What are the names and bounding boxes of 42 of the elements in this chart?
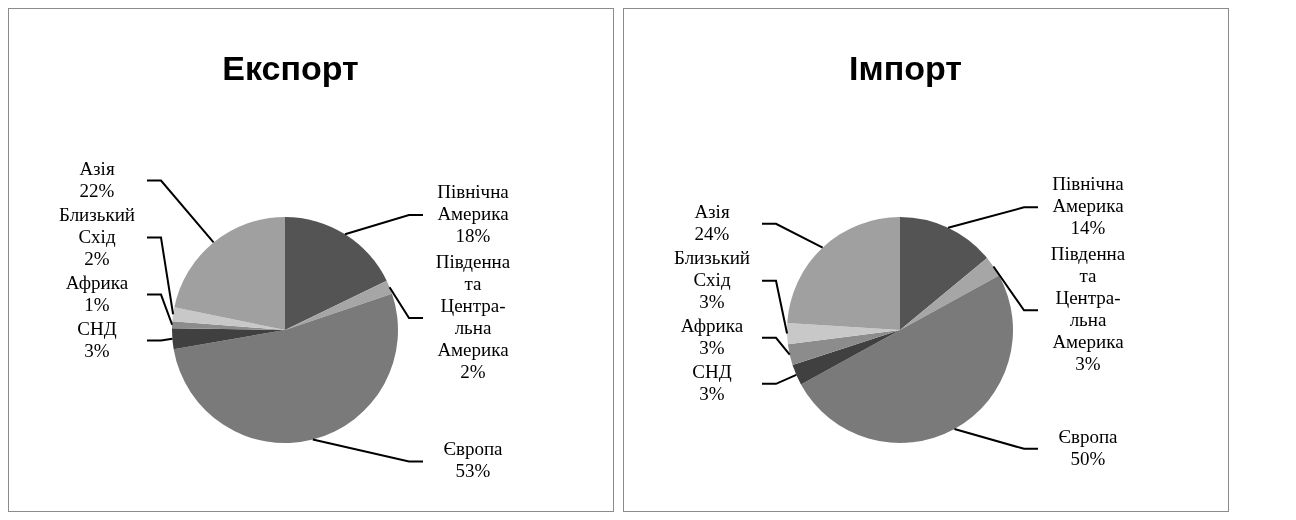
slice-label: Європа <box>1058 425 1119 447</box>
data-label: 50% <box>1070 447 1106 469</box>
data-label: 3% <box>1075 353 1101 375</box>
pie-slice <box>173 293 398 443</box>
pie-slice <box>900 257 1000 330</box>
slice-label: Африка <box>680 314 744 336</box>
data-label: 3% <box>699 382 725 404</box>
pie-slice <box>800 275 1013 443</box>
pie-slice <box>792 330 900 385</box>
data-label: 18% <box>455 225 491 247</box>
data-label: 3% <box>84 339 110 361</box>
data-label: 53% <box>455 460 491 482</box>
slice-label: Азія <box>79 157 115 179</box>
pie-slice <box>285 280 393 330</box>
slice-label: Північна Америка <box>437 181 510 225</box>
pie-slice <box>174 217 285 330</box>
slice-label: Африка <box>65 271 129 293</box>
slice-label: Близький Схід <box>673 246 751 290</box>
data-label: 2% <box>460 361 486 383</box>
chart-title: Імпорт <box>849 49 962 87</box>
data-label: 1% <box>84 293 110 315</box>
slice-label: Північна Америка <box>1052 173 1125 217</box>
pie-slice <box>787 217 900 330</box>
slice-label: Близький Схід <box>58 203 136 247</box>
slice-label: Європа <box>443 438 504 460</box>
data-label: 3% <box>699 290 725 312</box>
pie-slice <box>172 328 285 350</box>
slice-label: СНД <box>692 360 732 382</box>
data-label: 3% <box>699 336 725 358</box>
pie-slice <box>787 330 900 365</box>
data-label: 24% <box>694 222 730 244</box>
chart-title: Експорт <box>222 49 359 87</box>
pie-slice <box>900 217 988 330</box>
data-label: 22% <box>79 179 115 201</box>
slice-label: Азія <box>694 200 730 222</box>
pie-slice <box>172 307 285 330</box>
slice-label: Південна та Центра- льна Америка <box>435 251 511 361</box>
slice-label: Південна та Центра- льна Америка <box>1050 243 1126 353</box>
data-label: 2% <box>84 247 110 269</box>
slice-label: СНД <box>77 317 117 339</box>
pie-slice <box>285 217 387 330</box>
data-label: 14% <box>1070 217 1106 239</box>
